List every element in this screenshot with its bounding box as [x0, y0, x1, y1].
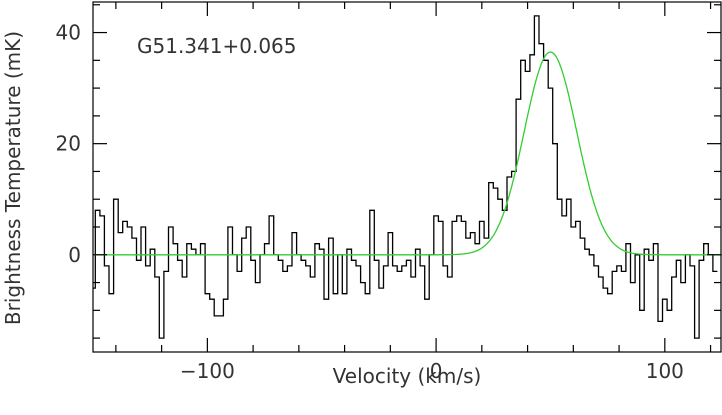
plot-frame	[92, 1, 722, 353]
plot-area	[93, 15, 722, 339]
x-axis-title: Velocity (km/s)	[333, 364, 482, 388]
x-tick-label: −100	[180, 359, 235, 383]
y-tick-label: 0	[68, 243, 81, 267]
y-axis-title: Brightness Temperature (mK)	[1, 31, 25, 325]
source-name-annotation: G51.341+0.065	[137, 34, 297, 58]
y-tick-label: 20	[56, 132, 81, 156]
axis-ticks	[93, 2, 721, 352]
x-tick-label: 0	[430, 359, 443, 383]
gaussian-fit-line	[93, 51, 722, 256]
spectrum-step-line	[93, 15, 718, 339]
y-tick-label: 40	[56, 21, 81, 45]
x-tick-label: 100	[646, 359, 684, 383]
tick-labels: −100 0 100 0 20 40	[56, 21, 684, 383]
